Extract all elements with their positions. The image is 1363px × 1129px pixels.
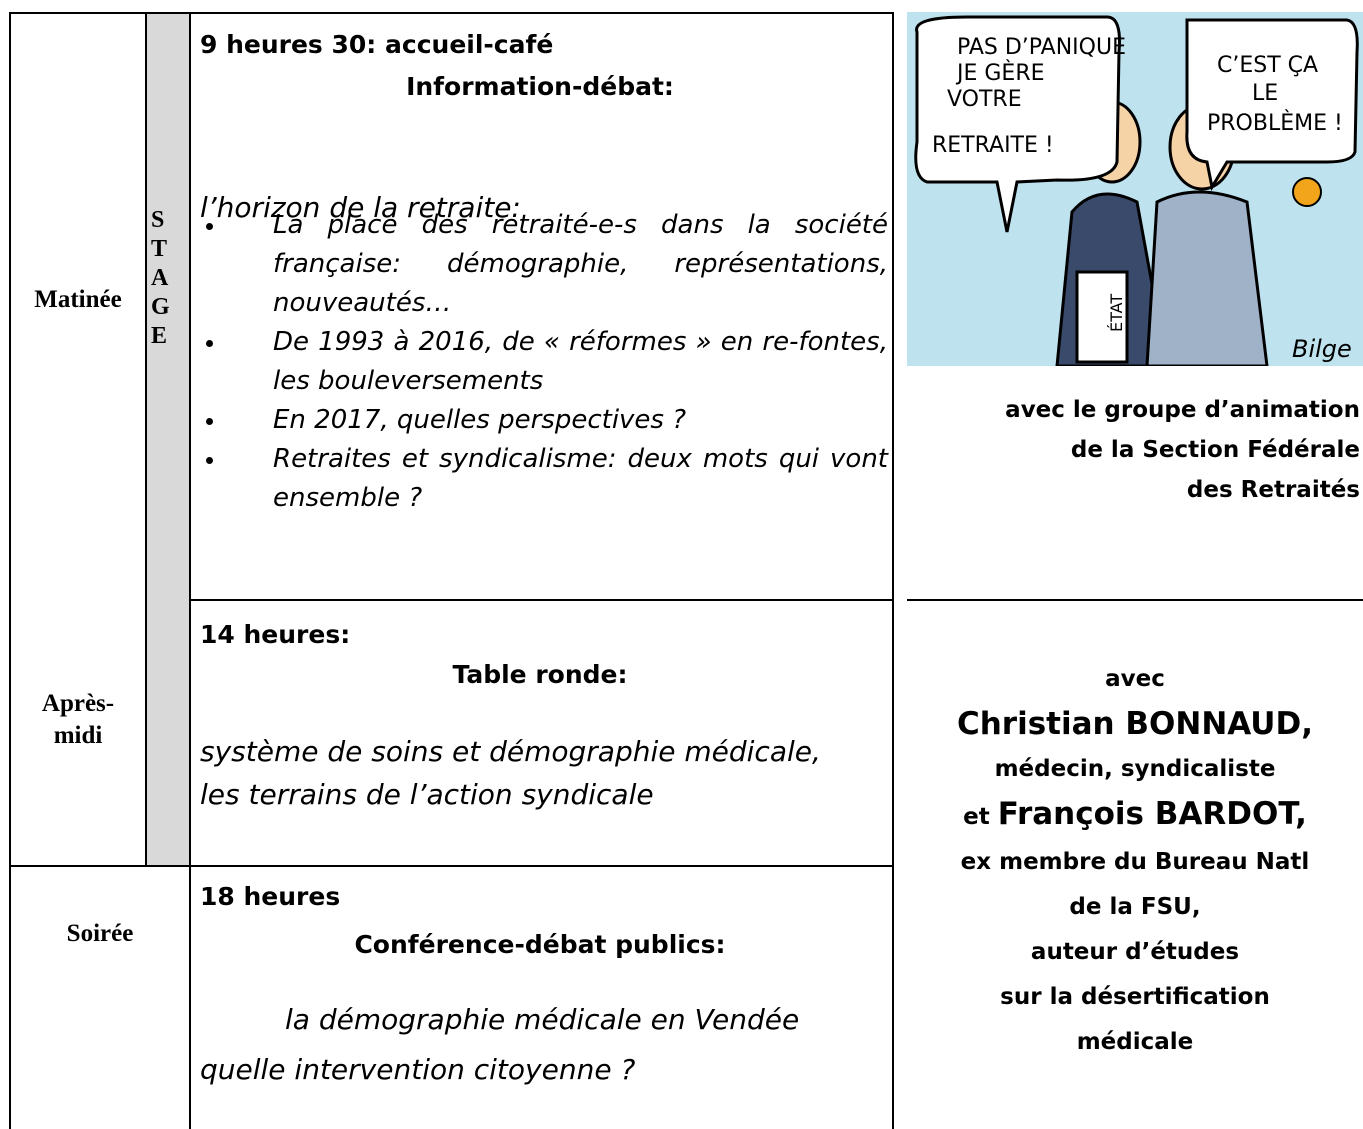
topic: la démographie médicale en Vendée quelle… [200,995,799,1095]
heading: Table ronde: [452,660,628,689]
topic-line: système de soins et démographie médicale… [200,735,821,768]
row-label: Après-midi [11,688,145,752]
speaker-name: François BARDOT, [997,796,1307,832]
border [189,12,191,1129]
speaker-line: de la FSU, [1069,894,1201,920]
speaker-line: et [963,804,990,830]
caption: avec le groupe d’animation de la Section… [907,390,1360,510]
speaker-line: avec [1105,666,1165,692]
bubble-text: C’EST ÇA [1217,53,1318,78]
bullet: Retraites et syndicalisme: deux mots qui… [198,440,888,518]
border [145,12,147,867]
topic: l’horizon de la retraite: [200,191,521,224]
caption-line: avec le groupe d’animation [1005,397,1360,423]
time: 18 heures [200,882,341,911]
heading: Information-débat: [406,72,674,101]
bullet-list: La place des retraité-e-s dans la sociét… [198,206,888,518]
bullet: La place des retraité-e-s dans la sociét… [198,206,888,323]
signature: Bilge [1292,335,1352,363]
row-label: Soirée [11,918,189,950]
speaker-line: et François BARDOT, [907,792,1363,840]
bubble-text: PAS D’PANIQUE [957,35,1126,60]
label-line: Après- [41,690,115,717]
caption-line: des Retraités [1186,477,1360,503]
bubble-text: PROBLÈME ! [1207,110,1343,136]
bubble-text: RETRAITE ! [932,133,1054,158]
speaker-line: médicale [1076,1029,1194,1055]
speaker-name: Christian BONNAUD, [956,706,1313,742]
heading: Conférence-débat publics: [354,930,726,959]
stage-label: STAGE [151,207,170,349]
border [189,599,894,601]
border [9,12,894,14]
time: 14 heures: [200,620,351,649]
folder-text: ÉTAT [1107,294,1126,332]
row-label: Matinée [11,284,145,316]
topic-line: les terrains de l’action syndicale [200,778,654,811]
bullet: En 2017, quelles perspectives ? [198,401,888,440]
speaker-line: médecin, syndicaliste [994,756,1276,782]
border [892,12,894,1129]
border [9,12,11,1129]
cartoon: PAS D’PANIQUE JE GÈRE VOTRE RETRAITE ! C… [907,12,1363,366]
bubble-text: JE GÈRE [955,60,1045,86]
time: 9 heures 30: accueil-café [200,30,554,59]
label-line: Matinée [34,286,122,313]
label-line: midi [53,722,103,749]
speaker-line: sur la désertification [1000,984,1270,1010]
bullet: De 1993 à 2016, de « réformes » en re-fo… [198,323,888,401]
stage-cell [147,14,189,865]
border [9,865,894,867]
speaker-line: ex membre du Bureau Natl [960,849,1310,875]
speakers: avec Christian BONNAUD, médecin, syndica… [907,657,1363,1065]
bubble-text: VOTRE [947,87,1022,112]
caption-line: de la Section Fédérale [1070,437,1360,463]
bubble-text: LE [1252,81,1278,106]
topic-line: la démographie médicale en Vendée [285,1003,800,1036]
speaker-line: auteur d’études [1030,939,1240,965]
label-line: Soirée [66,920,134,947]
topic-line: quelle intervention citoyenne ? [200,1053,636,1086]
separator [907,599,1363,601]
topic: système de soins et démographie médicale… [200,730,821,816]
